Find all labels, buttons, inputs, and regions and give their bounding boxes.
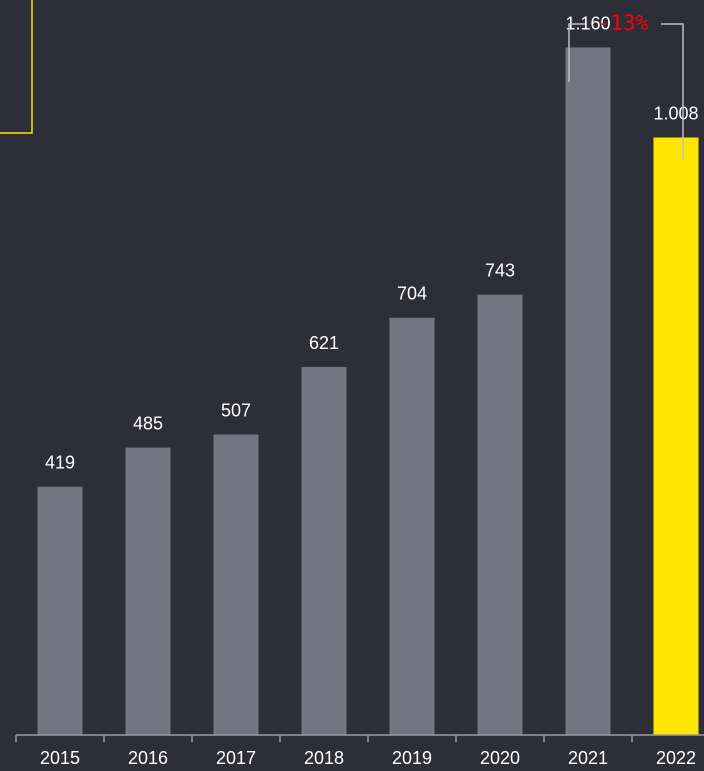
bar-2016: [125, 447, 171, 735]
x-tick-label-2017: 2017: [216, 748, 256, 768]
bar-value-label-2018: 621: [309, 333, 339, 353]
x-tick-label-2018: 2018: [304, 748, 344, 768]
change-bracket-right: [661, 23, 684, 160]
bar-2017: [213, 434, 259, 735]
bar-2020: [477, 294, 523, 735]
bar-value-label-2021: 1.160: [565, 13, 610, 33]
bar-2022: [653, 137, 699, 736]
x-tick-label-2015: 2015: [40, 748, 80, 768]
change-percent-label: -13%: [598, 11, 649, 35]
bar-2018: [301, 366, 347, 735]
x-tick-label-2020: 2020: [480, 748, 520, 768]
bar-value-label-2019: 704: [397, 284, 427, 304]
x-tick-label-2019: 2019: [392, 748, 432, 768]
bar-value-label-2022: 1.008: [653, 104, 698, 124]
bar-2019: [389, 317, 435, 735]
bar-value-label-2016: 485: [133, 414, 163, 434]
bar-2021: [565, 47, 611, 735]
x-tick-label-2016: 2016: [128, 748, 168, 768]
x-tick-label-2021: 2021: [568, 748, 608, 768]
callout-box-edge: [0, 0, 33, 134]
bar-value-label-2015: 419: [45, 453, 75, 473]
bar-value-label-2017: 507: [221, 400, 251, 420]
change-bracket-left: [568, 23, 585, 82]
bar-value-label-2020: 743: [485, 261, 515, 281]
bar-2015: [37, 486, 83, 735]
x-tick-label-2022: 2022: [656, 748, 696, 768]
